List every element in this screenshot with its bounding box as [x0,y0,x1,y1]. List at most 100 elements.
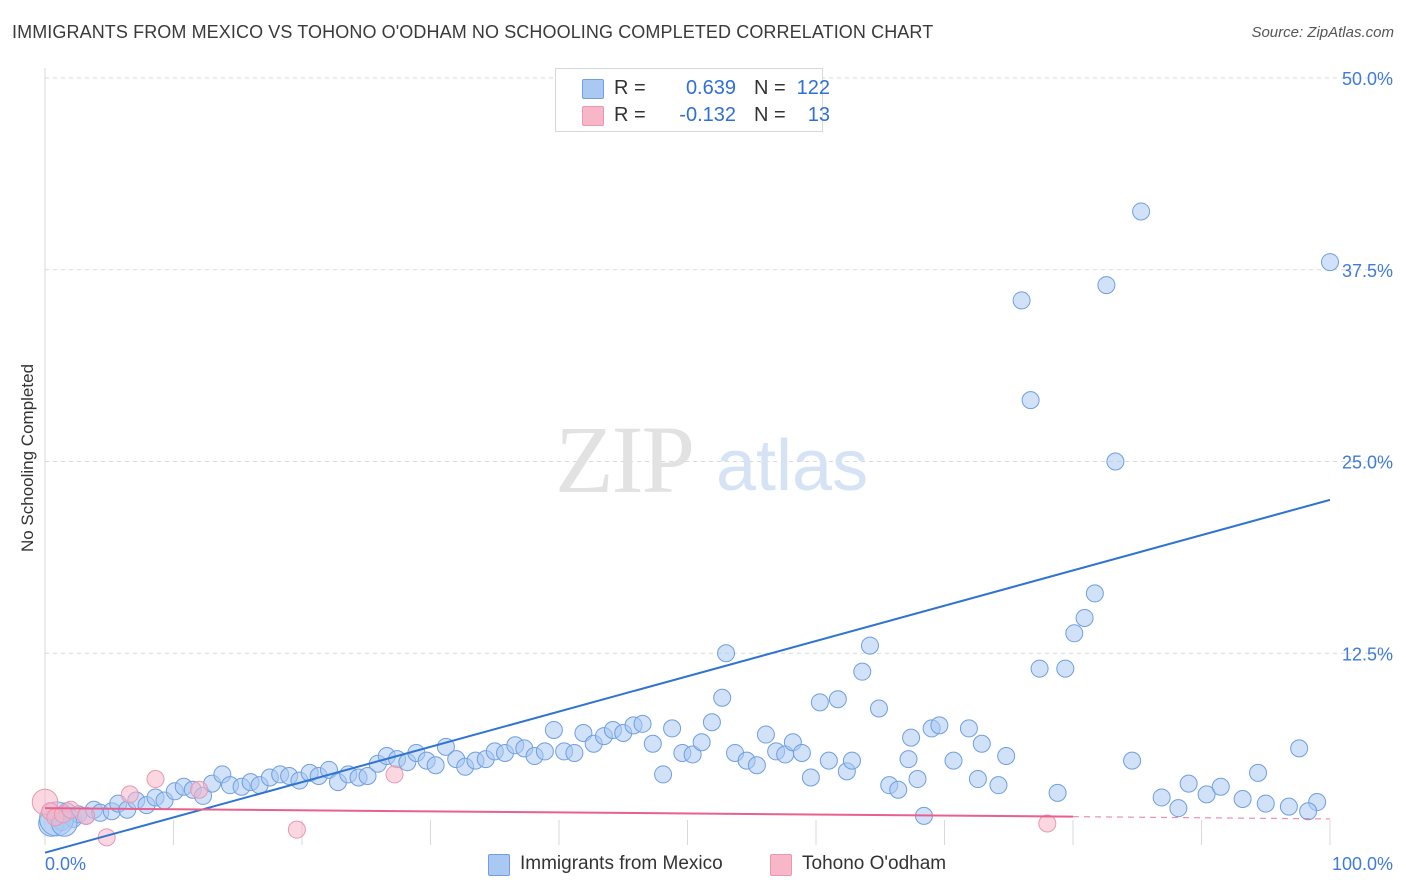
point-tohono [77,806,96,825]
stats-r-label: R = [614,104,646,126]
point-mexico [426,756,445,775]
point-mexico [1197,785,1216,804]
point-mexico [792,743,811,762]
point-mexico [654,765,673,784]
point-mexico [535,742,554,761]
y-tick-label: 37.5% [1342,261,1393,281]
x-tick-label: 0.0% [45,854,86,874]
point-mexico [869,699,888,718]
point-mexico [959,719,978,738]
point-mexico [1012,291,1031,310]
point-mexico [902,728,921,747]
point-mexico [1085,584,1104,603]
stats-swatch-tohono [582,106,604,126]
point-mexico [756,725,775,744]
stats-swatch-mexico [582,79,604,99]
point-mexico [989,776,1008,795]
point-mexico [702,713,721,732]
point-mexico [1211,777,1230,796]
point-mexico [828,690,847,709]
legend-swatch-mexico [488,854,510,876]
point-mexico [1256,794,1275,813]
point-mexico [358,766,377,785]
point-mexico [968,770,987,789]
point-mexico [663,719,682,738]
point-mexico [1097,276,1116,295]
stats-n-label: N = [754,104,786,126]
point-mexico [810,693,829,712]
point-mexico [1169,799,1188,818]
point-mexico [436,737,455,756]
stats-n-value: 122 [796,77,830,99]
trend-line-tohono [44,807,1074,818]
chart-title: IMMIGRANTS FROM MEXICO VS TOHONO O'ODHAM… [12,22,934,42]
point-mexico [801,768,820,787]
watermark-zip: ZIP [555,406,693,513]
point-mexico [908,770,927,789]
chart-legend: Immigrants from Mexico Tohono O'odham [0,850,1406,880]
point-tohono [146,770,165,789]
legend-swatch-tohono [770,854,792,876]
point-mexico [1152,788,1171,807]
point-mexico [819,751,838,770]
point-mexico [997,747,1016,766]
point-mexico [683,745,702,764]
point-tohono [1038,814,1057,833]
point-mexico [1233,789,1252,808]
axis-labels: 12.5% 25.0% 37.5% 50.0% 0.0% 100.0% [45,69,1393,874]
point-mexico [1056,659,1075,678]
trend-lines [44,498,1331,854]
watermark: ZIP atlas [555,406,868,513]
point-mexico [899,750,918,769]
point-tohono [385,765,404,784]
trend-line-mexico [44,498,1331,854]
point-mexico [713,688,732,707]
point-mexico [1179,774,1198,793]
y-tick-label: 25.0% [1342,453,1393,473]
point-mexico [1299,802,1318,821]
point-mexico [1065,624,1084,643]
trend-line-tohono-extension [1072,816,1331,820]
point-mexico [860,636,879,655]
legend-label-tohono: Tohono O'odham [802,853,947,874]
point-mexico [842,751,861,770]
point-mexico [1279,797,1298,816]
point-mexico [692,733,711,752]
point-mexico [1290,739,1309,758]
point-mexico [1132,202,1151,221]
point-tohono [190,780,209,799]
source-credit: Source: ZipAtlas.com [1251,24,1394,41]
legend-label-mexico: Immigrants from Mexico [520,853,723,874]
point-mexico [853,662,872,681]
point-mexico [643,734,662,753]
point-mexico [747,756,766,775]
point-mexico [1321,253,1339,272]
correlation-stats-box: R = 0.639 N = 122 R = -0.132 N = 13 [555,68,830,132]
stats-n-value: 13 [807,104,830,126]
point-mexico [1249,763,1268,782]
point-mexico [944,751,963,770]
x-tick-label: 100.0% [1332,854,1393,874]
point-mexico [1048,783,1067,802]
stats-r-value: -0.132 [679,104,736,126]
point-mexico [889,780,908,799]
data-points [31,202,1339,847]
y-tick-label: 12.5% [1342,644,1393,664]
stats-n-label: N = [754,77,786,99]
point-tohono [120,785,139,804]
point-mexico [717,644,736,663]
point-mexico [1021,391,1040,410]
point-mexico [544,720,563,739]
point-mexico [1030,659,1049,678]
point-mexico [1075,608,1094,627]
point-tohono [61,800,80,819]
point-mexico [1123,751,1142,770]
point-mexico [930,716,949,735]
stats-r-label: R = [614,77,646,99]
point-mexico [565,743,584,762]
point-tohono [287,820,306,839]
y-tick-label: 50.0% [1342,69,1393,89]
y-axis-label: No Schooling Completed [18,364,37,552]
point-mexico [972,734,991,753]
